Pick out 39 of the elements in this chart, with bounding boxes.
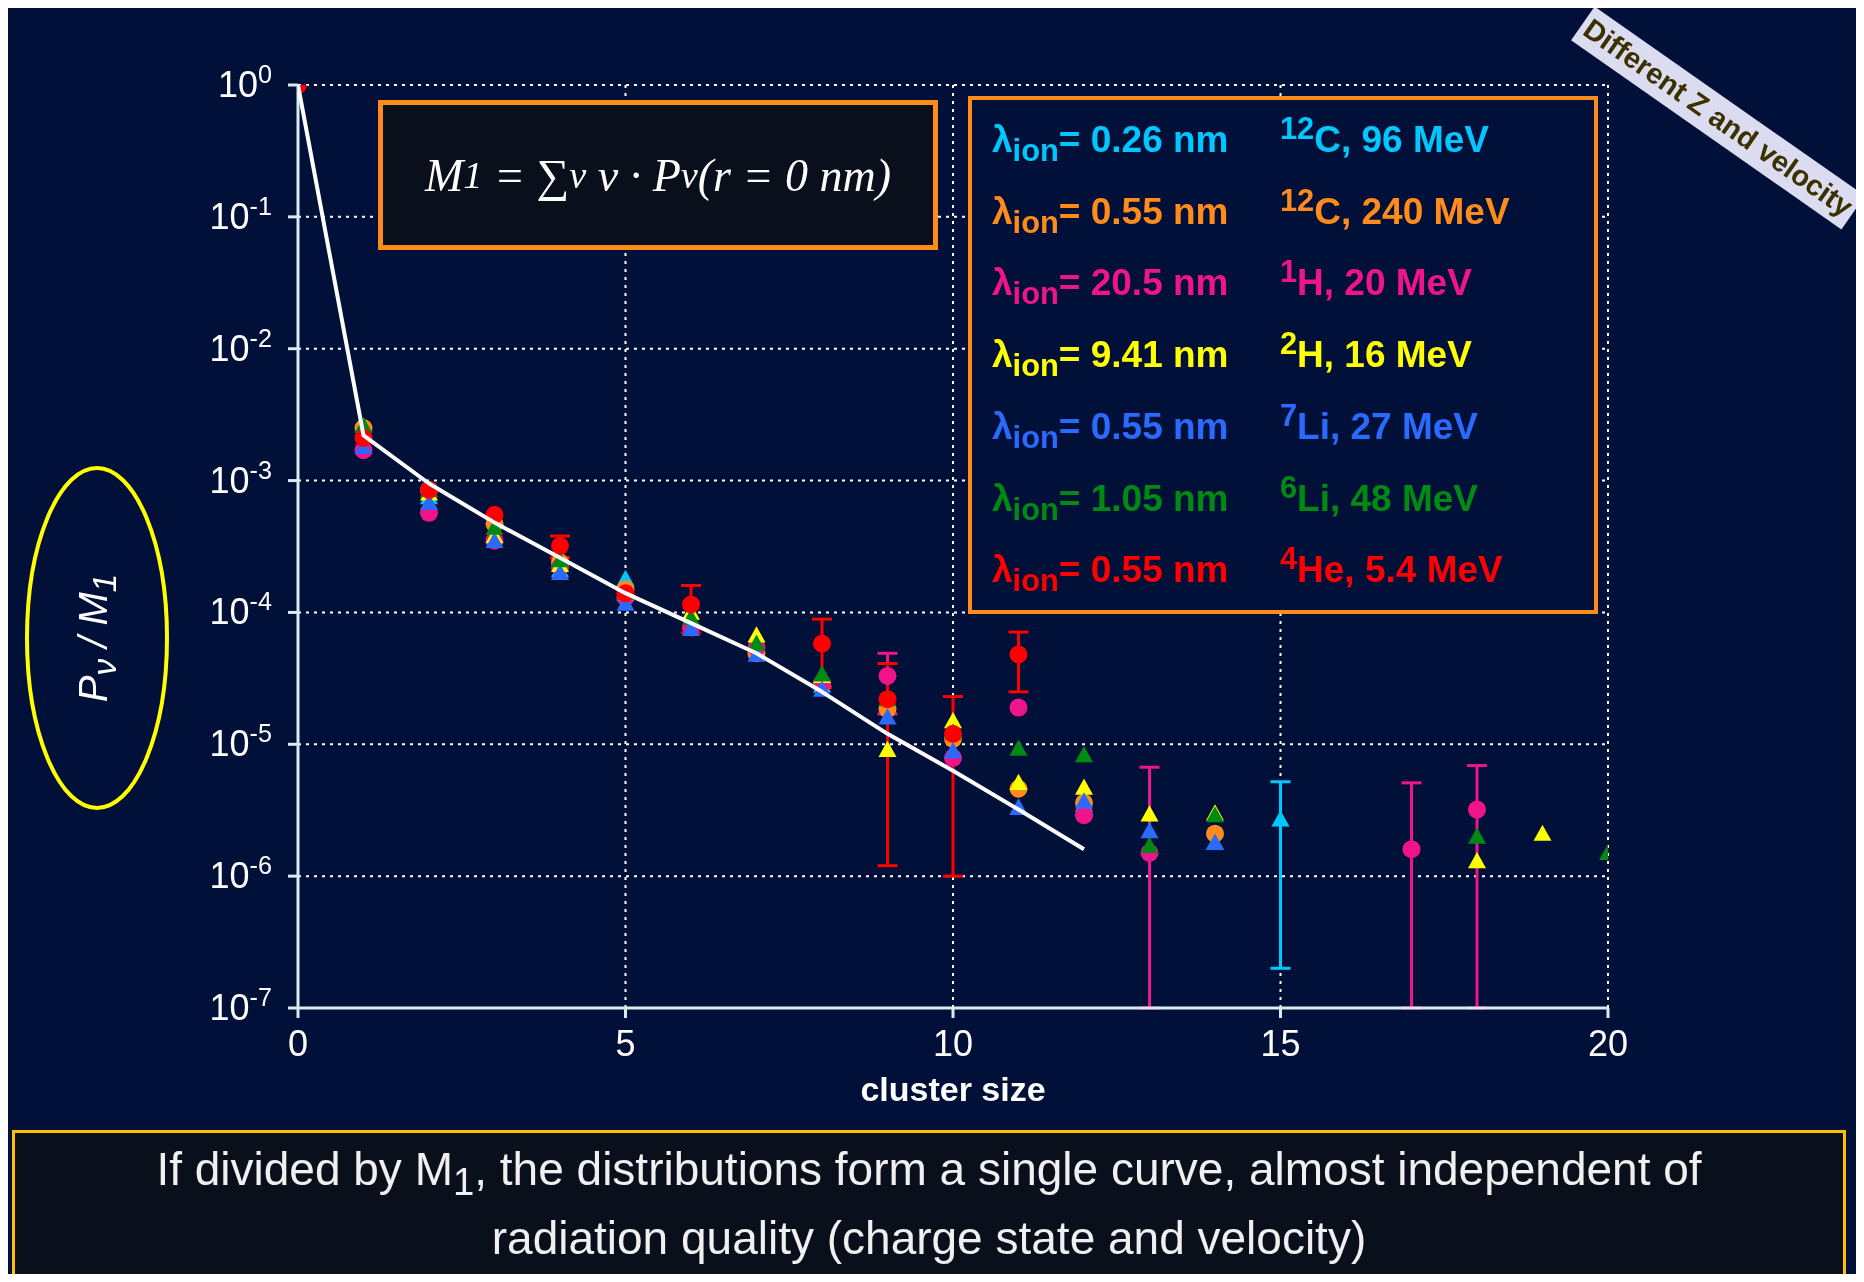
- point: [1140, 836, 1159, 853]
- x-tick-label: 10: [932, 1023, 974, 1064]
- point: [1009, 645, 1028, 664]
- x-tick-label: 0: [287, 1023, 309, 1064]
- x-axis-title: cluster size: [859, 1070, 1047, 1109]
- y-tick-label: 10$^{-3}$: [209, 455, 272, 501]
- y-tick-label: 10$^{-5}$: [209, 719, 272, 765]
- x-tick-label: 5: [615, 1023, 636, 1064]
- point: [944, 741, 962, 759]
- point: [682, 595, 700, 614]
- point: [1009, 773, 1028, 791]
- point: [1075, 745, 1093, 763]
- point: [813, 634, 831, 653]
- point: [878, 708, 897, 725]
- point: [1468, 827, 1486, 844]
- x-tick-label: 20: [1587, 1023, 1629, 1064]
- y-tick-label: 10$^{-6}$: [209, 851, 272, 897]
- point: [1075, 806, 1093, 825]
- point: [1075, 778, 1093, 795]
- y-tick-label: 10$^{0}$: [217, 60, 272, 105]
- point: [1402, 840, 1421, 859]
- point: [1009, 739, 1028, 756]
- point: [1468, 852, 1486, 869]
- y-tick-label: 10$^{-4}$: [209, 587, 272, 633]
- point: [1468, 800, 1486, 819]
- y-tick-label: 10$^{-1}$: [209, 191, 272, 237]
- text: If divided by M$_{1}$, the distributions form a single curve, almost independent of radiation quality (charge state and velocity): [155, 1142, 1703, 1267]
- point: [1140, 821, 1159, 839]
- point: [1009, 698, 1028, 717]
- point: [878, 740, 897, 757]
- point: [551, 536, 569, 555]
- point: [747, 634, 766, 651]
- point: [1533, 824, 1552, 841]
- name-box: λ$_{ion}$= 0.26 nm $^{12}$C, 96 MeV λ$_{ion}$= 0.55 nm $^{12}$C, 240 MeV λ$_{ion}$= 20.5 nm $^{1}$H, 20 MeV λ$_{ion}$= 9.41 nm $^{2}$H, 16 MeV λ$_{ion}$= 0.55 nm $^{7}$Li, 27 MeV λ$_{ion}$= 1.05 nm $^{6}$Li, 48 MeV λ$_{ion}$= 0.55 nm $^{4}$He, 5.4 MeV: [968, 96, 1598, 615]
- y-tick-label: 10$^{-2}$: [209, 323, 272, 369]
- x-tick-label: 15: [1260, 1023, 1301, 1064]
- point: [878, 666, 897, 685]
- point: [1140, 805, 1159, 822]
- y-tick-label: 10$^{-7}$: [209, 983, 272, 1028]
